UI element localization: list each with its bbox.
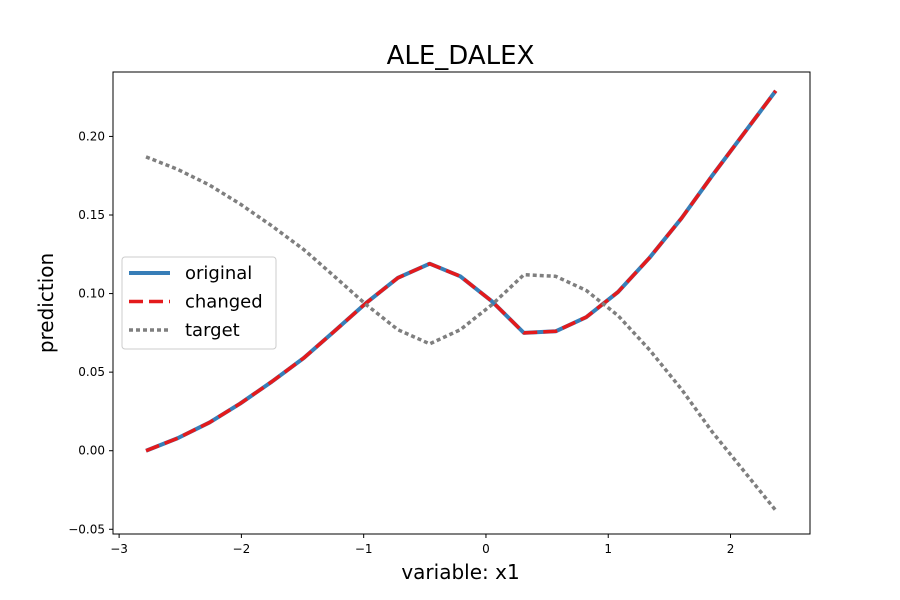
y-axis: −0.05 0.00 0.05 0.10 0.15 0.20 bbox=[68, 129, 113, 536]
x-tick-label: −2 bbox=[233, 542, 251, 556]
legend-label-target: target bbox=[185, 320, 240, 341]
x-axis: −3 −2 −1 0 1 2 bbox=[110, 534, 734, 556]
x-axis-label: variable: x1 bbox=[401, 560, 519, 584]
x-tick-label: 1 bbox=[604, 542, 612, 556]
series-line-changed bbox=[145, 89, 778, 453]
y-tick-label: −0.05 bbox=[68, 522, 105, 536]
x-tick-label: 0 bbox=[482, 542, 490, 556]
y-axis-label: prediction bbox=[34, 253, 58, 353]
y-tick-label: 0.00 bbox=[78, 444, 105, 458]
x-tick-label: −3 bbox=[110, 542, 128, 556]
legend-box bbox=[121, 256, 277, 350]
legend-label-changed: changed bbox=[185, 292, 263, 313]
y-tick-label: 0.05 bbox=[78, 365, 105, 379]
chart-title: ALE_DALEX bbox=[387, 41, 535, 71]
legend-label-original: original bbox=[185, 263, 252, 284]
x-tick-label: −1 bbox=[355, 542, 373, 556]
series-layer bbox=[145, 89, 778, 512]
legend: original changed target bbox=[121, 256, 277, 350]
x-tick-label: 2 bbox=[727, 542, 735, 556]
y-tick-label: 0.15 bbox=[78, 208, 105, 222]
series-line-target bbox=[145, 155, 778, 512]
y-tick-label: 0.10 bbox=[78, 287, 105, 301]
y-tick-label: 0.20 bbox=[78, 129, 105, 143]
